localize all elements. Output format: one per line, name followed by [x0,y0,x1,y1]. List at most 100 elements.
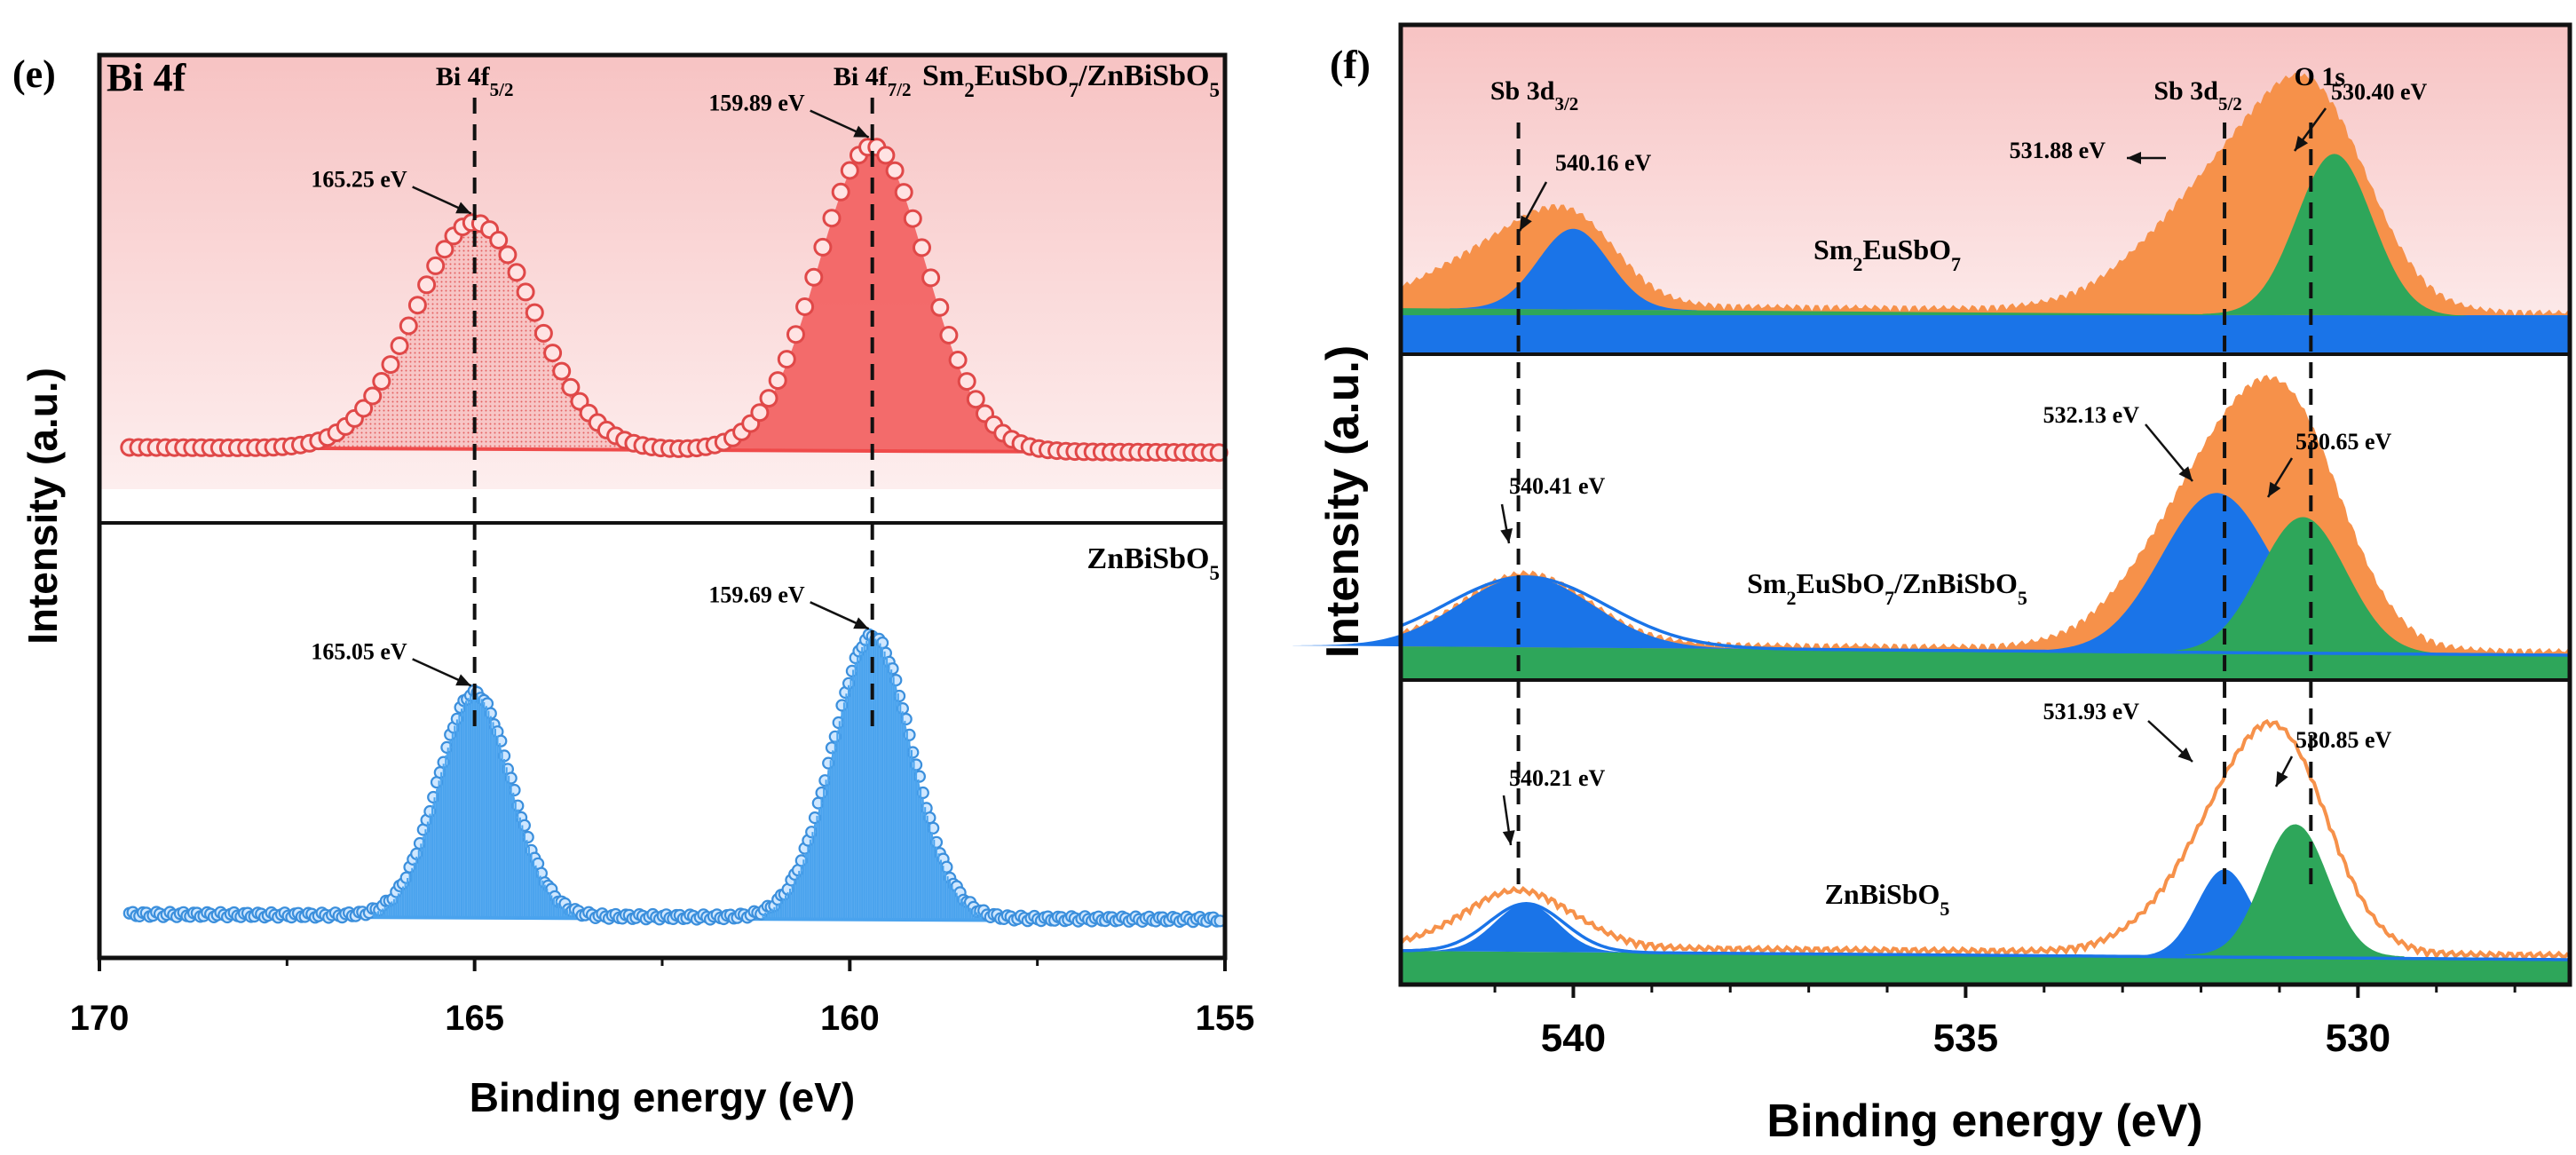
peak-arrow [2147,720,2193,763]
x-tick-label: 535 [1933,1017,1998,1060]
x-tick-label: 170 [70,999,130,1038]
peak-arrow [2293,107,2327,152]
panel-f-sample-label: Sm2EuSbO7 [1813,233,1961,275]
panel-e-top-background [99,55,1225,489]
data-point [507,263,526,282]
x-tick-label: 165 [445,999,504,1038]
peak-label: 540.21 eV [1509,765,1606,791]
panel-e-x-axis-title: Binding energy (eV) [470,1074,855,1120]
data-point [930,297,950,317]
x-tick-label: 530 [2326,1017,2390,1060]
data-point [516,282,535,302]
reference-label: Sb 3d3/2 [1490,76,1578,115]
panel-e-title: Bi 4f [107,56,187,99]
reference-label: Bi 4f7/2 [834,62,912,100]
peak-arrow [1500,503,1513,544]
data-point [831,182,850,202]
panel-e-y-axis-title: Intensity (a.u.) [20,368,66,645]
component-peak [2202,154,2467,317]
peak-arrow [810,109,870,138]
peak-fill [731,637,1013,921]
data-point [966,390,985,409]
peak-arrow [810,601,870,630]
data-point [903,209,922,228]
blue-fit-line [1400,902,2570,961]
panel-f-bottom-spectrum [1399,718,2570,985]
data-point [750,403,770,423]
data-point [417,275,437,295]
data-point [768,371,787,391]
peak-label: 540.16 eV [1555,150,1652,176]
panel-f-reference-lines: Sb 3d3/2 Sb 3d5/2 O 1s [1490,62,2345,888]
data-point [543,344,563,363]
panel-e: Bi 4f5/2 Bi 4f7/2 Sm2EuSbO7/ZnBiSbO5 165.2… [12,52,1254,1120]
envelope-line [1399,718,2570,963]
panel-f-bottom-background [1401,680,2570,985]
peak-label: 530.65 eV [2295,429,2392,455]
peak-arrow [412,658,472,687]
data-point [923,811,936,825]
peak-arrow [2127,152,2166,164]
data-point [822,209,842,228]
panel-f-sample-label: Sm2EuSbO7/ZnBiSbO5 [1747,567,2027,609]
data-point [489,231,509,249]
data-point [876,146,896,165]
data-point [795,297,815,316]
component-peak [2185,826,2406,959]
panel-f-middle-spectrum [1292,375,2570,680]
peak-label: 540.41 eV [1509,473,1606,499]
data-point [916,786,929,800]
data-point [561,377,581,397]
data-point [921,268,941,288]
peak-arrow [2266,457,2294,498]
data-point [939,326,959,344]
background-blue [1401,315,2570,354]
data-point [957,372,976,392]
data-point [804,267,824,287]
reference-label: O 1s [2295,62,2346,91]
data-point [840,161,859,180]
panel-f: Sb 3d3/2 Sb 3d5/2 O 1s Sm2EuSbO7 540.16 eV 5… [1292,22,2572,1147]
data-point [777,350,796,369]
peak-label: 159.69 eV [708,581,805,607]
data-point [786,325,805,344]
x-tick-label: 155 [1196,999,1255,1038]
data-point [533,323,553,343]
peak-label: 159.89 eV [708,91,805,116]
peak-arrow [2274,755,2294,787]
component-peak [1416,903,1637,953]
component-outline [2185,824,2405,961]
data-point [759,389,778,408]
peak-arrow [1502,795,1515,846]
panel-e-sample-label: Sm2EuSbO7/ZnBiSbO5 [922,59,1220,101]
panel-f-sample-label: ZnBiSbO5 [1825,878,1950,920]
panel-e-x-axis: 170 165 160 155 [70,958,1255,1038]
panel-f-y-axis-title: Intensity (a.u.) [1317,345,1369,658]
blue-fit-line [1400,575,2570,657]
panel-e-tag: (e) [12,52,56,96]
peak-label: 165.25 eV [311,167,407,193]
data-point [435,240,454,259]
data-point [813,237,833,257]
peak-label: 165.05 eV [311,638,407,664]
data-point [407,296,427,315]
component-peak [1292,576,1760,650]
panel-e-reference-lines: Bi 4f5/2 Bi 4f7/2 [436,62,912,728]
x-tick-label: 160 [820,999,880,1038]
reference-label: Bi 4f5/2 [436,62,514,100]
panel-e-sample-label: ZnBiSbO5 [1087,542,1220,584]
peak-label: 532.13 eV [2043,402,2140,428]
component-peak [2152,517,2454,655]
data-point [525,303,544,322]
data-point [894,183,913,202]
panel-e-annotations: Sm2EuSbO7/ZnBiSbO5 165.25 eV 159.89 eV ZnBi… [311,59,1220,687]
peak-arrow [1518,181,1548,232]
component-peak [1450,228,1697,311]
background-area [1401,951,2570,985]
data-point [363,386,383,406]
panel-f-x-axis-title: Binding energy (eV) [1766,1096,2202,1147]
data-point [498,245,518,265]
data-point [381,355,400,375]
panel-e-bottom-spectrum [122,628,1227,929]
